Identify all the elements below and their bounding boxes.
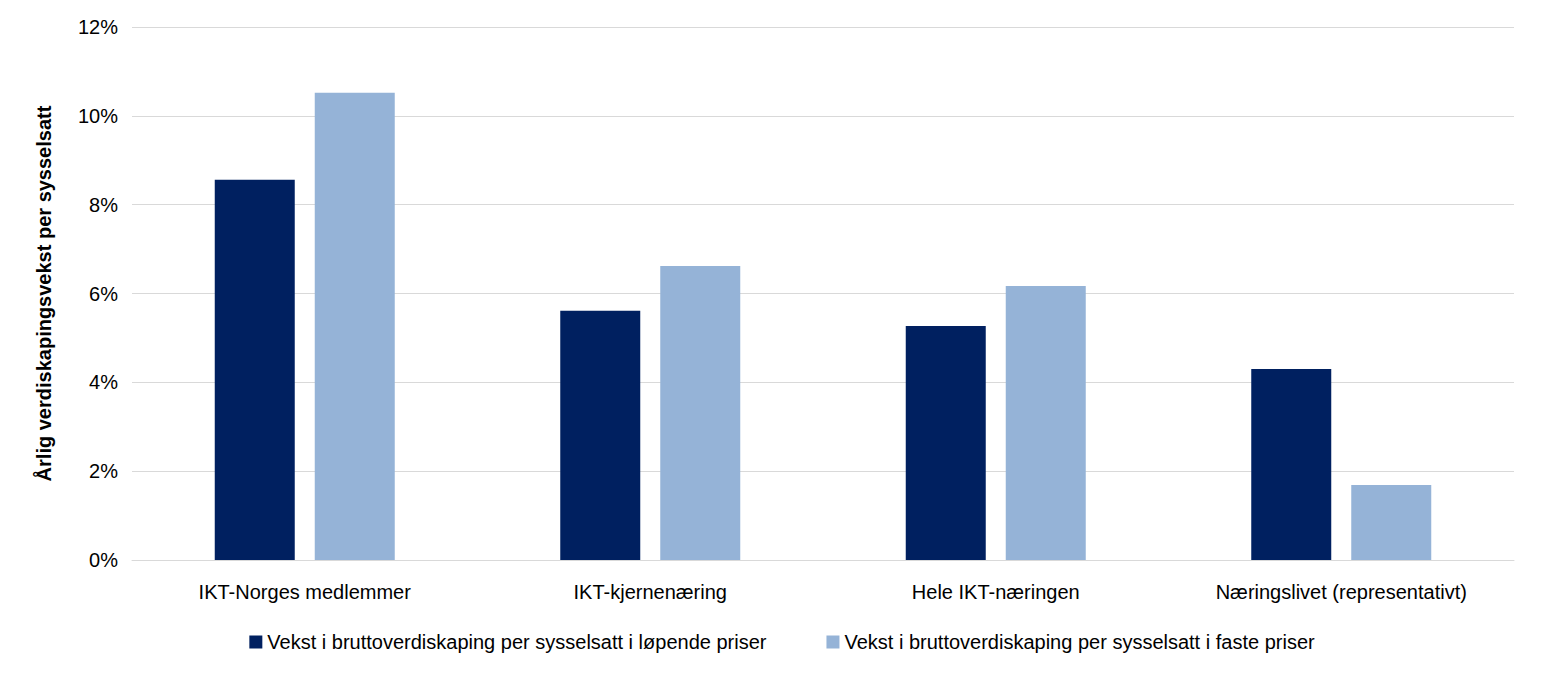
svg-text:2%: 2% — [89, 460, 118, 482]
svg-text:Vekst i bruttoverdiskaping per: Vekst i bruttoverdiskaping per sysselsat… — [844, 631, 1315, 653]
svg-text:6%: 6% — [89, 283, 118, 305]
svg-text:0%: 0% — [89, 549, 118, 571]
svg-text:8%: 8% — [89, 194, 118, 216]
svg-text:Næringslivet (representativt): Næringslivet (representativt) — [1216, 581, 1467, 603]
svg-text:Hele IKT-næringen: Hele IKT-næringen — [912, 581, 1080, 603]
svg-text:12%: 12% — [78, 16, 118, 38]
svg-text:IKT-Norges medlemmer: IKT-Norges medlemmer — [199, 581, 412, 603]
svg-text:10%: 10% — [78, 105, 118, 127]
svg-text:Vekst i bruttoverdiskaping per: Vekst i bruttoverdiskaping per sysselsat… — [267, 631, 766, 653]
svg-text:IKT-kjernenæring: IKT-kjernenæring — [574, 581, 727, 603]
svg-text:4%: 4% — [89, 371, 118, 393]
svg-text:Årlig verdiskapingsvekst per s: Årlig verdiskapingsvekst per sysselsatt — [32, 105, 55, 481]
